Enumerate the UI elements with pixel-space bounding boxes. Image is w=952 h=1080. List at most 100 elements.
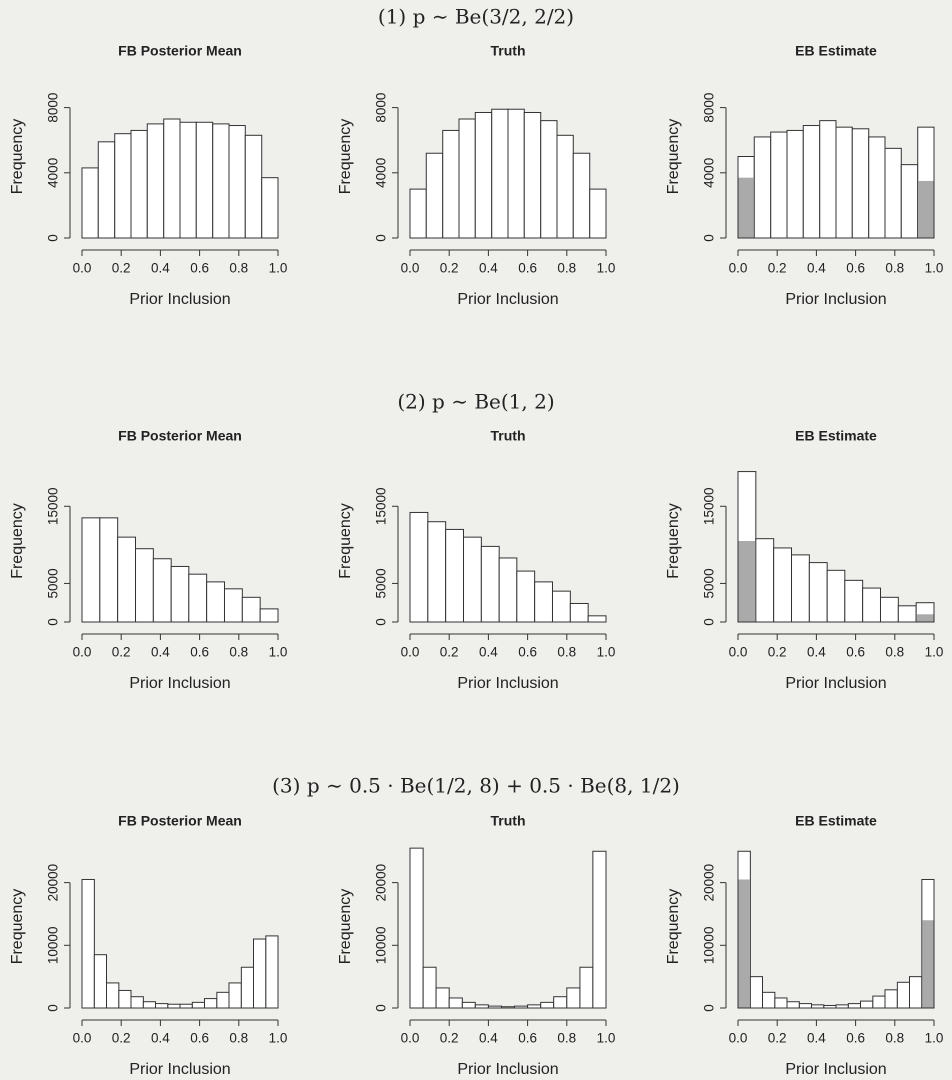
bar <box>474 111 493 239</box>
bar <box>755 538 775 623</box>
bar <box>261 177 279 239</box>
bar <box>835 1004 849 1009</box>
x-tick-label: 1.0 <box>269 1031 288 1046</box>
bar <box>844 579 864 623</box>
bar <box>163 118 181 239</box>
y-axis-label: Frequency <box>337 119 354 195</box>
bar <box>81 167 99 239</box>
highlight-bar <box>916 614 934 622</box>
bar <box>868 136 886 239</box>
y-axis-label: Frequency <box>337 503 354 579</box>
bar <box>513 1005 529 1009</box>
bar <box>135 548 154 623</box>
bar <box>786 1001 800 1009</box>
y-axis-label: Frequency <box>665 503 682 579</box>
x-tick-label: 0.0 <box>401 261 420 276</box>
x-tick-label: 0.4 <box>151 645 170 660</box>
bar <box>862 587 881 623</box>
bar <box>753 136 772 239</box>
x-tick-label: 0.8 <box>557 261 576 276</box>
bar <box>884 989 898 1009</box>
y-tick-label: 20000 <box>374 864 389 902</box>
row-title: (3) p ∼ 0.5 · Be(1/2, 8) + 0.5 · Be(8, 1… <box>272 774 680 798</box>
bar <box>179 1003 193 1009</box>
bar <box>851 128 870 239</box>
bar <box>900 164 919 239</box>
x-axis-label: Prior Inclusion <box>785 675 886 692</box>
panel-title: EB Estimate <box>795 813 877 829</box>
y-tick-label: 0 <box>702 234 717 242</box>
y-tick-label: 10000 <box>702 927 717 965</box>
y-tick-label: 8000 <box>702 93 717 123</box>
bar <box>142 1001 157 1009</box>
row-title: (2) p ∼ Be(1, 2) <box>397 390 554 414</box>
x-tick-label: 0.6 <box>518 645 537 660</box>
x-tick-label: 0.0 <box>73 261 92 276</box>
panel-title: Truth <box>491 43 526 59</box>
bar <box>152 558 172 623</box>
x-tick-label: 0.4 <box>807 261 826 276</box>
x-tick-label: 0.4 <box>151 1031 170 1046</box>
x-tick-label: 0.4 <box>479 261 498 276</box>
bar <box>170 565 190 623</box>
x-tick-label: 0.4 <box>151 261 170 276</box>
highlight-bar <box>738 177 754 238</box>
y-axis-label: Frequency <box>9 889 26 965</box>
bar <box>463 536 482 623</box>
x-axis-label: Prior Inclusion <box>129 1061 230 1078</box>
y-tick-label: 0 <box>702 618 717 626</box>
bar <box>117 536 137 623</box>
bar <box>516 570 536 623</box>
x-tick-label: 0.8 <box>885 261 904 276</box>
x-tick-label: 0.8 <box>557 1031 576 1046</box>
highlight-bar <box>922 920 934 1008</box>
x-axis-label: Prior Inclusion <box>457 1061 558 1078</box>
bar <box>826 569 846 623</box>
x-tick-label: 0.8 <box>885 1031 904 1046</box>
x-tick-label: 0.8 <box>557 645 576 660</box>
bar <box>811 1004 825 1009</box>
bar <box>409 847 424 1009</box>
y-tick-label: 4000 <box>46 158 61 188</box>
y-tick-label: 4000 <box>702 158 717 188</box>
y-axis-label: Frequency <box>337 889 354 965</box>
x-tick-label: 0.0 <box>401 645 420 660</box>
bar <box>786 129 804 239</box>
x-tick-label: 1.0 <box>925 261 944 276</box>
bar <box>244 134 263 239</box>
bar <box>228 982 242 1009</box>
y-tick-label: 20000 <box>702 864 717 902</box>
panel-title: FB Posterior Mean <box>118 813 242 829</box>
x-tick-label: 0.0 <box>401 1031 420 1046</box>
bar <box>823 1004 837 1009</box>
x-tick-label: 0.2 <box>768 1031 787 1046</box>
bar <box>909 976 923 1009</box>
x-axis-label: Prior Inclusion <box>785 1061 886 1078</box>
x-tick-label: 0.2 <box>440 645 459 660</box>
bar <box>774 997 788 1009</box>
bar <box>146 123 165 239</box>
x-tick-label: 0.2 <box>112 261 131 276</box>
bar <box>553 996 568 1009</box>
bar <box>425 152 444 239</box>
bar <box>155 1003 169 1009</box>
bar <box>860 1000 874 1009</box>
bar <box>791 554 810 623</box>
bar <box>228 125 246 239</box>
bar <box>167 1003 181 1009</box>
bar <box>259 608 279 623</box>
x-tick-label: 0.4 <box>807 1031 826 1046</box>
x-tick-label: 0.2 <box>112 1031 131 1046</box>
y-axis-label: Frequency <box>9 503 26 579</box>
bar <box>572 152 591 239</box>
bar <box>540 120 558 239</box>
x-tick-label: 1.0 <box>597 645 616 660</box>
bar <box>749 976 764 1009</box>
x-tick-label: 1.0 <box>597 261 616 276</box>
bar <box>847 1003 862 1009</box>
y-tick-label: 0 <box>46 618 61 626</box>
bar <box>130 996 144 1009</box>
bar <box>480 545 500 623</box>
bar <box>569 602 589 623</box>
bar <box>458 118 476 239</box>
